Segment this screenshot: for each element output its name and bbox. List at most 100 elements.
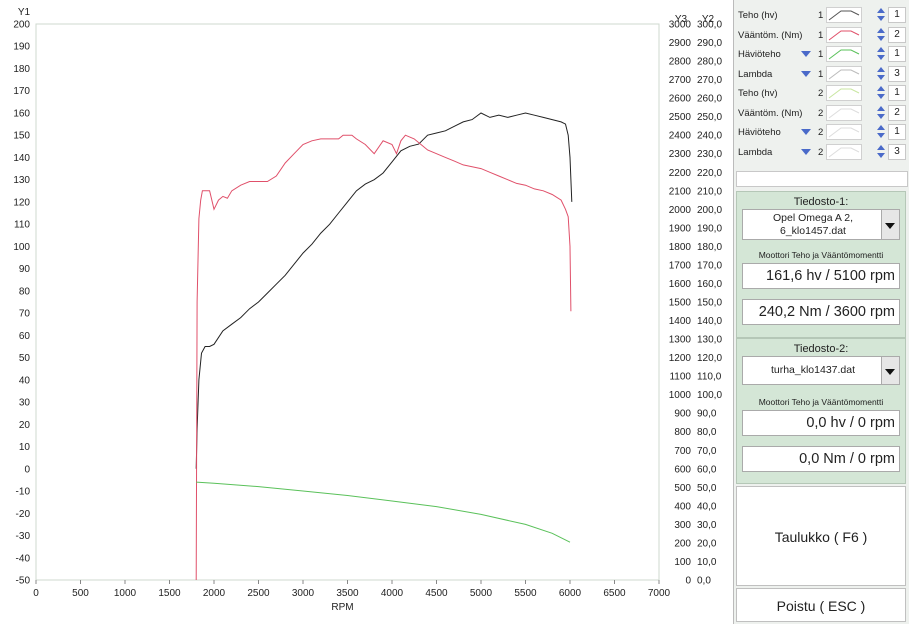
file1-select[interactable]: Opel Omega A 2, 6_klo1457.dat: [742, 209, 900, 240]
spin-down-icon[interactable]: [877, 16, 885, 21]
axis-spinner[interactable]: [876, 66, 886, 82]
y3-tick-label: 1400: [669, 316, 692, 327]
spin-up-icon[interactable]: [877, 105, 885, 111]
y2-tick-label: 100,0: [697, 390, 722, 401]
y3-tick-label: 700: [674, 446, 691, 457]
dropdown-arrow-icon[interactable]: [801, 70, 811, 77]
legend-label: Vääntöm. (Nm): [738, 29, 803, 41]
y2-tick-label: 20,0: [697, 538, 717, 549]
y2-tick-label: 250,0: [697, 112, 722, 123]
y3-tick-label: 2000: [669, 205, 692, 216]
legend-color-swatch[interactable]: [826, 104, 862, 121]
y1-tick-label: 50: [19, 353, 31, 364]
y3-tick-label: 0: [685, 576, 691, 587]
spin-up-icon[interactable]: [877, 47, 885, 52]
legend-row[interactable]: Teho (hv) 2 1: [734, 84, 909, 103]
axis-spinner[interactable]: [876, 85, 886, 101]
y3-axis-label: Y3: [675, 14, 688, 25]
series-line-v-nt-m-nm: [195, 134, 572, 581]
y2-tick-label: 150,0: [697, 298, 722, 309]
y2-tick-label: 220,0: [697, 168, 722, 179]
x-tick-label: 6000: [559, 588, 582, 599]
spin-up-icon[interactable]: [877, 144, 885, 150]
file2-filename: turha_klo1437.dat: [770, 364, 856, 376]
legend-axis-value[interactable]: 3: [888, 65, 906, 82]
legend-axis-value[interactable]: 1: [888, 7, 906, 23]
legend-color-swatch[interactable]: [826, 85, 862, 101]
dropdown-arrow-icon[interactable]: [801, 148, 811, 155]
axis-spinner[interactable]: [876, 27, 886, 43]
legend-color-swatch[interactable]: [826, 65, 862, 82]
y1-tick-label: 110: [14, 220, 30, 231]
y2-tick-label: 160,0: [697, 279, 722, 290]
legend-color-swatch[interactable]: [826, 26, 862, 43]
legend-row[interactable]: Häviöteho 1 1: [734, 45, 909, 64]
file1-dropdown-button[interactable]: [881, 210, 899, 239]
y1-axis-label: Y1: [18, 7, 31, 18]
x-axis-label: RPM: [331, 602, 353, 613]
table-button[interactable]: Taulukko ( F6 ): [736, 486, 906, 586]
dropdown-arrow-icon[interactable]: [801, 129, 811, 135]
legend-axis-value[interactable]: 1: [888, 124, 906, 140]
legend-color-swatch[interactable]: [826, 46, 862, 62]
legend-axis-value[interactable]: 2: [888, 26, 906, 43]
y2-tick-label: 80,0: [697, 427, 717, 438]
legend-row[interactable]: Vääntöm. (Nm) 2 2: [734, 104, 909, 123]
file2-select[interactable]: turha_klo1437.dat: [742, 356, 900, 385]
legend-color-swatch[interactable]: [826, 124, 862, 140]
y1-tick-label: 100: [13, 242, 30, 253]
axis-spinner[interactable]: [876, 7, 886, 23]
spin-up-icon[interactable]: [877, 27, 885, 33]
axis-spinner[interactable]: [876, 105, 886, 121]
x-tick-label: 6500: [603, 588, 626, 599]
spin-down-icon[interactable]: [877, 94, 885, 99]
y1-tick-label: 150: [13, 131, 30, 142]
legend-file-number: 2: [818, 146, 824, 158]
legend-row[interactable]: Häviöteho 2 1: [734, 123, 909, 142]
x-tick-label: 4000: [381, 588, 404, 599]
spin-up-icon[interactable]: [877, 86, 885, 91]
spin-down-icon[interactable]: [877, 35, 885, 41]
y1-tick-label: 40: [19, 375, 31, 386]
spin-up-icon[interactable]: [877, 66, 885, 72]
legend-color-swatch[interactable]: [826, 7, 862, 23]
legend-axis-value[interactable]: 2: [888, 104, 906, 121]
y2-tick-label: 50,0: [697, 483, 717, 494]
y2-tick-label: 270,0: [697, 75, 722, 86]
spin-down-icon[interactable]: [877, 113, 885, 119]
y2-tick-label: 70,0: [697, 446, 717, 457]
spin-down-icon[interactable]: [877, 133, 885, 138]
spin-up-icon[interactable]: [877, 8, 885, 13]
legend-axis-value[interactable]: 3: [888, 143, 906, 160]
legend-row[interactable]: Vääntöm. (Nm) 1 2: [734, 26, 909, 45]
y3-tick-label: 2200: [669, 168, 692, 179]
legend-color-swatch[interactable]: [826, 143, 862, 160]
y3-tick-label: 3000: [669, 20, 692, 31]
axis-spinner[interactable]: [876, 46, 886, 62]
y2-tick-label: 110,0: [697, 372, 722, 383]
y2-tick-label: 140,0: [697, 316, 722, 327]
axis-spinner[interactable]: [876, 144, 886, 160]
legend-axis-value[interactable]: 1: [888, 85, 906, 101]
legend-row[interactable]: Lambda 1 3: [734, 65, 909, 84]
spin-down-icon[interactable]: [877, 152, 885, 158]
y2-tick-label: 300,0: [697, 20, 722, 31]
file1-title: Tiedosto-1:: [793, 196, 849, 208]
legend-axis-value[interactable]: 1: [888, 46, 906, 62]
legend-row[interactable]: Teho (hv) 1 1: [734, 6, 909, 25]
spin-down-icon[interactable]: [877, 74, 885, 80]
legend-label: Vääntöm. (Nm): [738, 107, 803, 119]
y1-tick-label: -10: [16, 487, 31, 498]
file2-dropdown-button[interactable]: [881, 357, 899, 384]
dropdown-arrow-icon[interactable]: [801, 51, 811, 57]
legend-row[interactable]: Lambda 2 3: [734, 143, 909, 162]
axis-spinner[interactable]: [876, 124, 886, 140]
y2-tick-label: 260,0: [697, 94, 722, 105]
file2-power-value: 0,0 hv / 0 rpm: [742, 410, 900, 436]
exit-button[interactable]: Poistu ( ESC ): [736, 588, 906, 622]
spin-down-icon[interactable]: [877, 55, 885, 60]
y3-tick-label: 1100: [669, 372, 691, 383]
series-line-h-vi-teho: [196, 481, 571, 543]
y1-tick-label: 200: [13, 20, 30, 31]
spin-up-icon[interactable]: [877, 125, 885, 130]
